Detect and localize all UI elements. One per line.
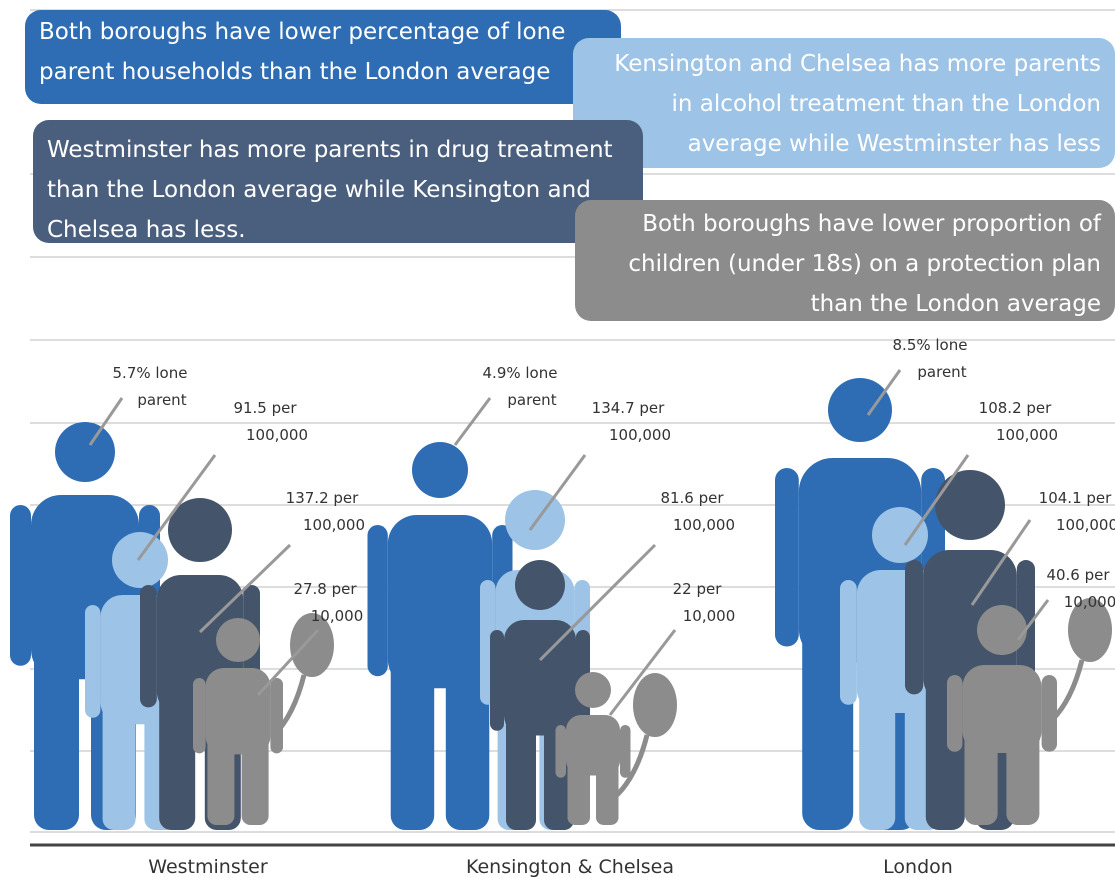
head <box>575 672 611 708</box>
arm <box>905 560 923 694</box>
arm <box>620 725 631 778</box>
label: 27.8 per <box>293 580 357 598</box>
page: 5.7% lone parent 91.5 per 100,000 137.2 per 1… <box>0 0 1115 878</box>
arm <box>270 678 283 753</box>
leg <box>159 677 195 830</box>
head <box>515 560 565 610</box>
arm <box>193 678 206 753</box>
arm <box>556 725 567 778</box>
head <box>55 422 115 482</box>
label: parent <box>137 391 186 409</box>
label: 100,000 <box>673 516 735 534</box>
head <box>112 532 168 588</box>
head <box>828 378 892 442</box>
arm <box>947 675 962 752</box>
label: 137.2 per <box>286 489 359 507</box>
label: 10,000 <box>311 607 364 625</box>
label: 100,000 <box>1056 516 1115 534</box>
label: parent <box>507 391 556 409</box>
callout: Westminster has more parents in drug tre… <box>33 120 643 243</box>
balloon <box>633 673 677 737</box>
label: 91.5 per <box>233 399 297 417</box>
label: 40.6 per <box>1046 566 1110 584</box>
head <box>935 470 1005 540</box>
label: 81.6 per <box>660 489 724 507</box>
arm <box>368 525 388 676</box>
arm <box>490 630 504 731</box>
callout: Kensington and Chelsea has more parents … <box>573 38 1115 168</box>
label: 5.7% lone <box>113 364 188 382</box>
label: 10,000 <box>1064 593 1115 611</box>
label: 134.7 per <box>592 399 665 417</box>
pointer <box>455 398 490 445</box>
label: 104.1 per <box>1039 489 1112 507</box>
label: 108.2 per <box>979 399 1052 417</box>
arm <box>140 585 157 707</box>
label: 10,000 <box>683 607 736 625</box>
group-name: London <box>883 856 953 878</box>
leg <box>391 641 435 830</box>
label: 100,000 <box>996 426 1058 444</box>
leg <box>34 629 79 830</box>
callout: Both boroughs have lower proportion of c… <box>575 200 1115 321</box>
head <box>505 490 565 550</box>
head <box>977 605 1027 655</box>
head <box>872 507 928 563</box>
arm <box>10 505 31 666</box>
label: parent <box>917 363 966 381</box>
arm <box>840 580 857 705</box>
label: 8.5% lone <box>893 336 968 354</box>
leg <box>596 759 619 825</box>
leg <box>965 729 998 825</box>
leg <box>1006 729 1039 825</box>
leg <box>568 759 591 825</box>
arm <box>85 605 100 718</box>
label: 22 per <box>673 580 723 598</box>
label: 4.9% lone <box>483 364 558 382</box>
head <box>216 618 260 662</box>
label: 100,000 <box>303 516 365 534</box>
group-name: Westminster <box>148 856 268 878</box>
leg <box>207 731 234 825</box>
leg <box>506 704 536 830</box>
head <box>412 442 468 498</box>
leg <box>242 731 269 825</box>
group-name: Kensington & Chelsea <box>466 856 674 878</box>
callout: Both boroughs have lower percentage of l… <box>25 10 621 104</box>
label: 100,000 <box>246 426 308 444</box>
arm <box>775 468 799 647</box>
leg <box>103 689 136 830</box>
label: 100,000 <box>609 426 671 444</box>
leg <box>859 674 895 830</box>
